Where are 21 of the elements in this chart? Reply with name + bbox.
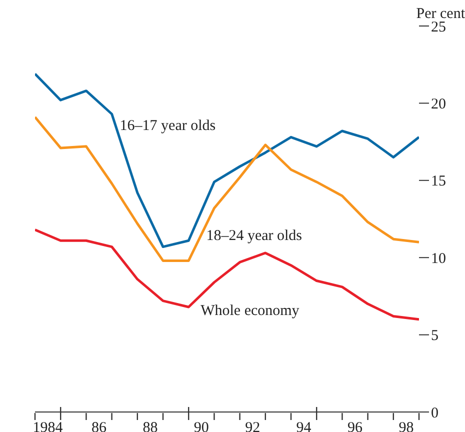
line-series <box>35 228 419 321</box>
x-tick-label: 86 <box>92 420 107 432</box>
series-label: Whole economy <box>200 303 300 320</box>
x-tick-label: 96 <box>348 420 363 432</box>
x-tick-label: 1984 <box>32 420 64 432</box>
series-label: 16–17 year olds <box>120 118 216 134</box>
x-tick-label: 98 <box>398 420 414 432</box>
x-tick-label: 88 <box>142 420 158 432</box>
series-label: 18–24 year olds <box>206 228 302 244</box>
y2-tick-label: 5 <box>431 328 438 344</box>
line-series <box>35 72 419 248</box>
y2-tick-label: 0 <box>431 405 438 422</box>
x-tick-label: 94 <box>296 420 312 432</box>
line-series <box>35 116 419 262</box>
y2-tick-label: 20 <box>431 96 446 113</box>
x-tick-label: 92 <box>245 420 260 432</box>
y2-tick-label: 10 <box>431 250 446 267</box>
y2-axis-title: Per cent <box>416 6 465 22</box>
x-tick-label: 90 <box>194 420 209 432</box>
y2-tick-label: 15 <box>431 174 446 190</box>
y2-tick-label: 25 <box>431 19 446 36</box>
